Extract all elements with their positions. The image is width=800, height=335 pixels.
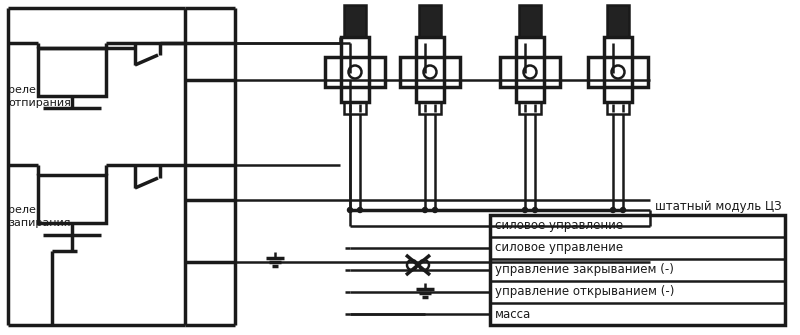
Bar [604, 37, 632, 102]
Circle shape [422, 207, 427, 212]
Circle shape [610, 207, 615, 212]
Circle shape [621, 207, 626, 212]
Circle shape [533, 207, 538, 212]
Text: штатный модуль ЦЗ: штатный модуль ЦЗ [655, 200, 782, 212]
Text: отпирания: отпирания [8, 98, 71, 108]
Bar [516, 37, 544, 102]
Text: реле: реле [8, 205, 36, 215]
Bar [519, 102, 541, 114]
Circle shape [522, 207, 527, 212]
Text: силовое управление: силовое управление [495, 219, 623, 232]
Bar [419, 5, 441, 37]
Text: масса: масса [495, 308, 531, 321]
Bar [344, 5, 366, 37]
Bar [588, 57, 648, 87]
Bar [607, 102, 629, 114]
Text: управление закрыванием (-): управление закрыванием (-) [495, 264, 674, 276]
Text: реле: реле [8, 85, 36, 95]
Text: запирания: запирания [8, 218, 70, 228]
Text: управление открыванием (-): управление открыванием (-) [495, 285, 674, 298]
Bar [607, 5, 629, 37]
Bar [416, 37, 444, 102]
Bar [400, 57, 460, 87]
Bar [419, 102, 441, 114]
Bar [325, 57, 385, 87]
Bar [490, 215, 785, 325]
Bar [344, 102, 366, 114]
Circle shape [347, 207, 353, 212]
Bar [38, 48, 106, 96]
Circle shape [358, 207, 362, 212]
Circle shape [433, 207, 438, 212]
Bar [38, 175, 106, 223]
Bar [341, 37, 369, 102]
Bar [519, 5, 541, 37]
Text: силовое управление: силовое управление [495, 242, 623, 255]
Bar [500, 57, 560, 87]
